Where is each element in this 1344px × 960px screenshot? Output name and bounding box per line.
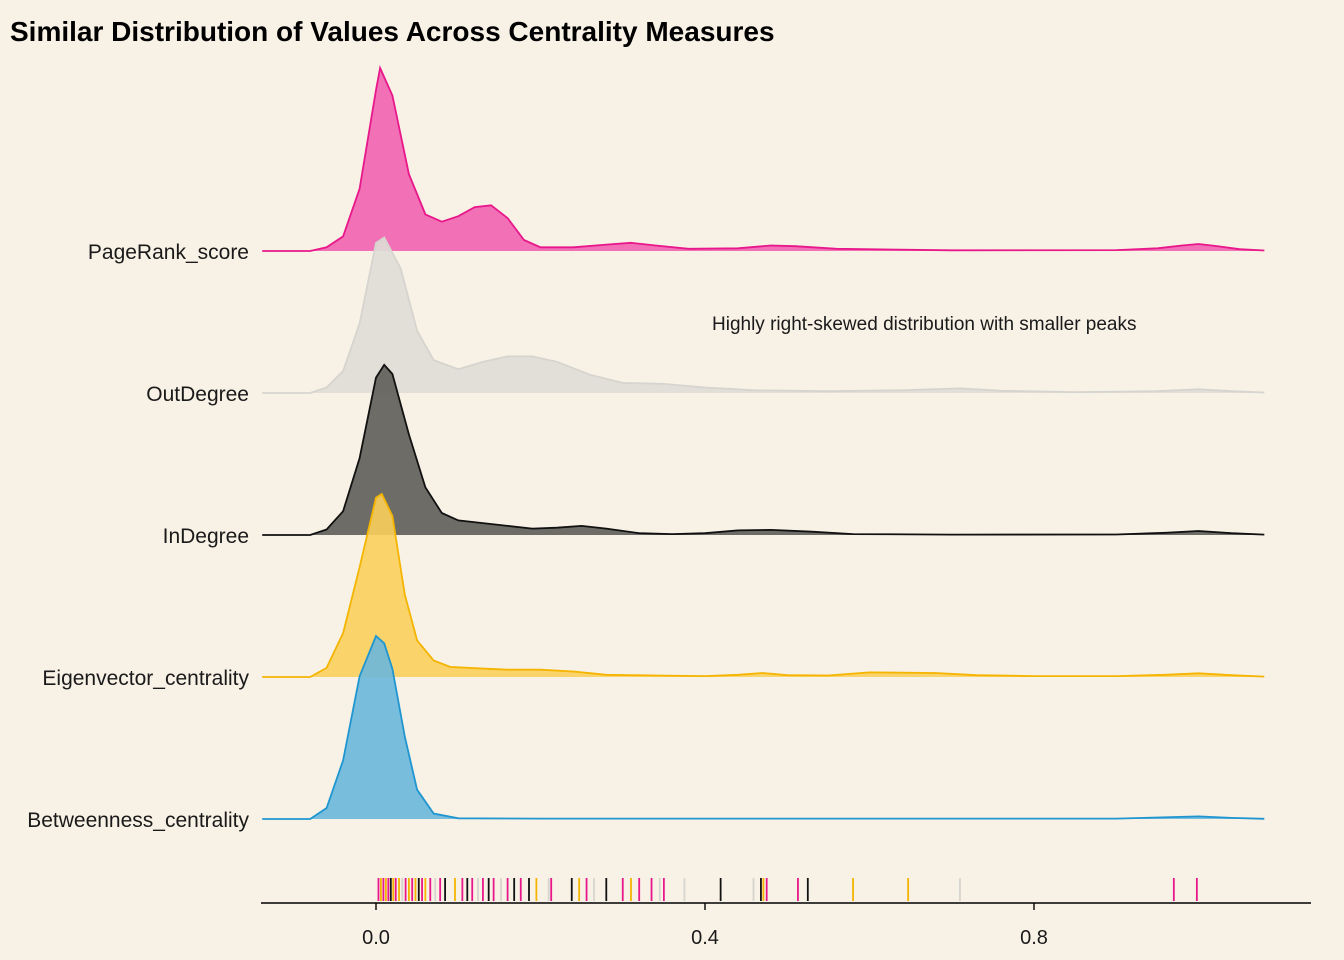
- y-axis-labels: PageRank_score OutDegree InDegree Eigenvect…: [27, 241, 249, 832]
- ridge-area-InDegree: [310, 364, 1265, 535]
- ridge-area-Betweenness_centrality: [310, 636, 1265, 819]
- ridge-line-Eigenvector_centrality: [262, 492, 1265, 678]
- rug-group: [377, 878, 1198, 901]
- ridge-area-Eigenvector_centrality: [310, 494, 1265, 677]
- ridge-line-Betweenness_centrality: [262, 634, 1265, 820]
- ridge-area-PageRank_score: [310, 68, 1265, 251]
- chart-title: Similar Distribution of Values Across Ce…: [10, 16, 775, 47]
- ridge-line-PageRank_score: [262, 64, 1265, 252]
- y-label-OutDegree: OutDegree: [146, 383, 249, 406]
- x-axis: 0.0 0.4 0.8: [362, 903, 1048, 949]
- ridge-area-OutDegree: [310, 237, 1265, 393]
- x-tick-label-0: 0.0: [362, 927, 390, 949]
- ridge-line-OutDegree: [262, 236, 1265, 394]
- y-label-Eigenvector_centrality: Eigenvector_centrality: [42, 667, 249, 690]
- ridge-line-InDegree: [262, 363, 1265, 536]
- ridges-group: [262, 64, 1265, 820]
- y-label-PageRank_score: PageRank_score: [88, 241, 249, 264]
- x-tick-label-2: 0.8: [1020, 927, 1048, 949]
- y-label-Betweenness_centrality: Betweenness_centrality: [27, 809, 249, 832]
- y-label-InDegree: InDegree: [163, 525, 249, 548]
- annotation-text: Highly right-skewed distribution with sm…: [712, 314, 1137, 335]
- x-tick-label-1: 0.4: [691, 927, 719, 949]
